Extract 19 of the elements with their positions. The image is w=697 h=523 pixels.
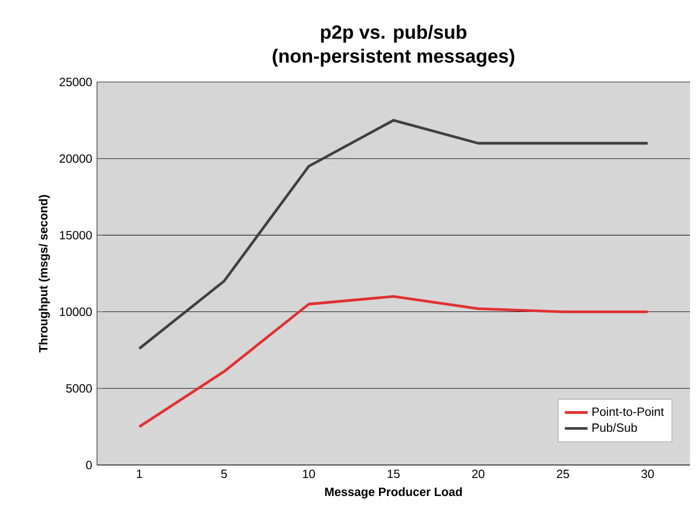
y-tick-label: 15000 bbox=[60, 230, 92, 240]
x-tick-label: 20 bbox=[472, 470, 484, 478]
y-tick-label: 5000 bbox=[66, 384, 92, 393]
x-tick-label: 30 bbox=[641, 470, 654, 478]
y-tick-label: 20000 bbox=[60, 154, 92, 163]
x-tick-label: 5 bbox=[221, 470, 227, 478]
y-tick-label: 0 bbox=[86, 460, 92, 470]
x-tick-label: 10 bbox=[303, 470, 315, 478]
x-axis-title: Message Producer Load bbox=[325, 487, 462, 498]
x-tick-label: 1 bbox=[136, 470, 142, 478]
y-tick-label: 10000 bbox=[60, 308, 92, 316]
x-tick-label: 25 bbox=[556, 470, 570, 478]
legend-label: Pub/Sub bbox=[592, 423, 637, 432]
y-axis-title: Throughput (msgs/ second) bbox=[38, 195, 50, 352]
y-tick-label: 25000 bbox=[60, 78, 92, 86]
legend-label: Point-to-Point bbox=[592, 407, 664, 416]
chart-subtitle: (non-persistent messages) bbox=[272, 48, 514, 67]
chart-title: p2p vs. pub/sub bbox=[321, 24, 466, 43]
x-tick-label: 15 bbox=[388, 470, 400, 478]
